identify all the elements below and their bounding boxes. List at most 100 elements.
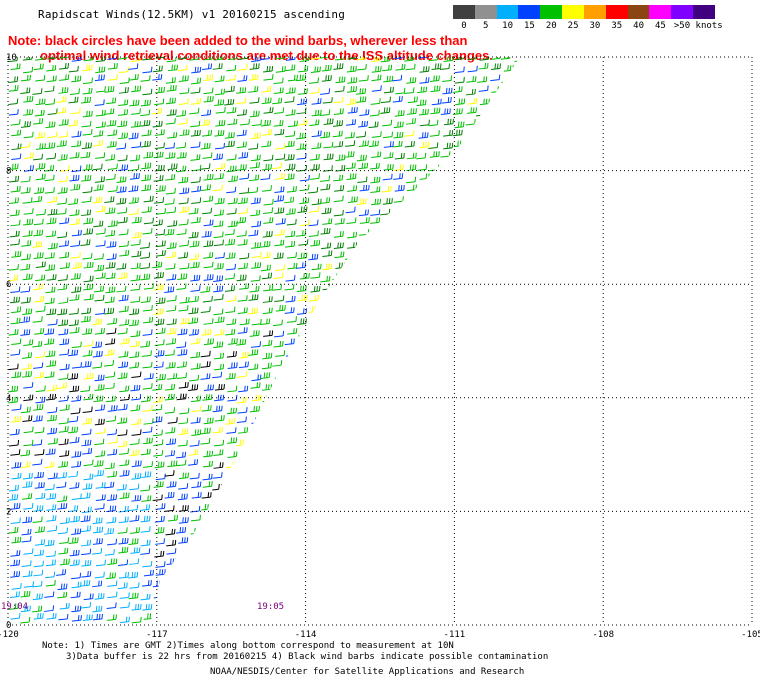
barb-shaft — [513, 355, 520, 358]
barb-flag — [269, 107, 272, 113]
barb-flag — [186, 252, 189, 258]
barb-flag — [317, 263, 320, 269]
barb-flag — [284, 57, 286, 58]
barb-flag — [522, 320, 523, 325]
barb-shaft — [176, 114, 186, 117]
barb-shaft — [429, 188, 439, 191]
barb-shaft — [262, 235, 272, 238]
wind-barb — [359, 229, 370, 236]
wind-barb — [395, 87, 406, 95]
wind-barb — [381, 295, 392, 302]
barb-flag — [47, 338, 50, 344]
barb-flag — [267, 140, 269, 146]
wind-barb — [68, 96, 79, 104]
barb-flag — [462, 140, 464, 146]
barb-shaft — [345, 144, 355, 147]
barb-flag — [134, 74, 137, 80]
barb-flag — [303, 272, 305, 279]
wind-barb — [512, 188, 520, 191]
barb-flag — [219, 285, 221, 291]
barb-flag — [234, 186, 237, 192]
wind-barb — [203, 252, 214, 259]
barb-flag — [525, 254, 526, 259]
wind-barb — [236, 129, 247, 137]
barb-flag — [221, 162, 223, 169]
barb-flag — [485, 218, 487, 224]
barb-flag — [390, 341, 392, 347]
barb-flag — [64, 107, 67, 113]
barb-flag — [459, 140, 462, 146]
wind-barb — [35, 261, 46, 269]
barb-shaft — [356, 100, 366, 103]
barb-flag — [244, 352, 247, 358]
wind-barb — [440, 318, 451, 326]
barb-shaft — [250, 345, 261, 348]
wind-barb — [224, 273, 236, 280]
wind-barb — [71, 140, 82, 148]
barb-flag — [251, 307, 254, 313]
barb-flag — [522, 111, 523, 116]
barb-flag — [464, 295, 466, 301]
barb-flag — [181, 176, 184, 182]
barb-flag — [440, 272, 442, 278]
barb-flag — [316, 339, 319, 345]
barb-flag — [318, 173, 320, 179]
barb-flag — [207, 231, 210, 237]
barb-flag — [192, 240, 195, 246]
barb-shaft — [488, 313, 498, 316]
barb-flag — [155, 261, 158, 267]
barb-shaft — [274, 212, 284, 215]
barb-flag — [123, 217, 126, 223]
barb-shaft — [166, 247, 176, 250]
barb-flag — [88, 64, 91, 70]
barb-flag — [18, 286, 21, 292]
barb-shaft — [190, 367, 200, 370]
barb-flag — [267, 86, 269, 92]
barb-shaft — [334, 90, 344, 93]
barb-shaft — [11, 311, 21, 314]
barb-shaft — [224, 103, 234, 106]
barb-flag — [194, 307, 196, 313]
barb-flag — [302, 285, 305, 291]
barb-shaft — [11, 343, 21, 346]
wind-barb — [500, 162, 511, 170]
barb-flag — [86, 64, 88, 70]
barb-flag — [436, 174, 439, 180]
barb-shaft — [274, 244, 284, 247]
barb-shaft — [129, 366, 139, 369]
barb-shaft — [273, 276, 283, 279]
barb-flag — [319, 66, 321, 72]
barb-shaft — [212, 158, 223, 161]
barb-flag — [317, 119, 320, 125]
barb-flag — [38, 163, 41, 169]
barb-flag — [234, 107, 237, 113]
barb-flag — [438, 305, 441, 311]
barb-shaft — [419, 124, 429, 127]
barb-flag — [269, 86, 272, 92]
wind-barb — [311, 109, 322, 117]
barb-shaft — [200, 167, 210, 170]
barb-flag — [253, 330, 255, 336]
wind-barb — [491, 86, 502, 93]
barb-shaft — [404, 243, 414, 246]
wind-barb — [236, 109, 248, 116]
barb-flag — [471, 142, 473, 148]
barb-flag — [187, 240, 190, 246]
barb-shaft — [190, 146, 200, 149]
barb-shaft — [200, 290, 210, 293]
barb-flag — [479, 208, 482, 214]
wind-barb — [296, 143, 307, 151]
barb-flag — [463, 66, 465, 72]
wind-barb — [285, 109, 296, 116]
barb-flag — [28, 329, 31, 335]
barb-flag — [44, 98, 46, 104]
barb-shaft — [430, 321, 440, 324]
wind-barb — [155, 250, 166, 257]
barb-flag — [522, 232, 523, 237]
barb-flag — [29, 187, 31, 193]
barb-shaft — [225, 333, 235, 336]
wind-barb — [34, 295, 45, 303]
barb-flag — [291, 208, 294, 214]
barb-flag — [126, 99, 129, 105]
barb-flag — [440, 329, 442, 335]
